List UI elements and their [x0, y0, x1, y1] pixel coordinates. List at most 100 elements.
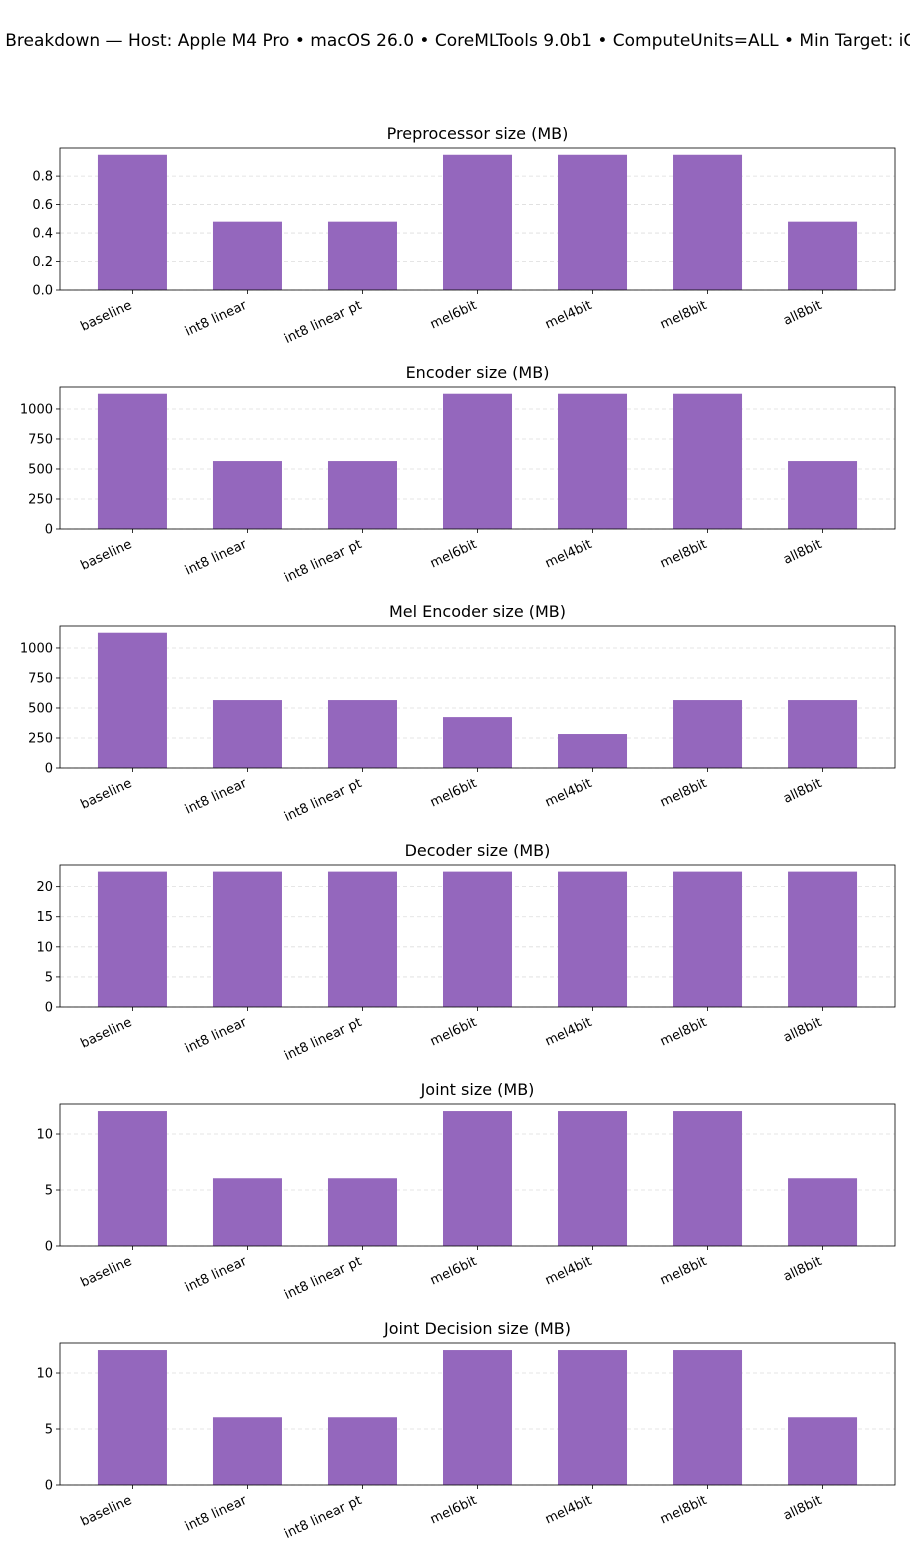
bar [788, 1178, 858, 1246]
x-tick-label: all8bit [781, 1015, 824, 1046]
chart-title: Preprocessor size (MB) [387, 124, 569, 143]
bar [212, 461, 282, 529]
bar [442, 1111, 513, 1246]
bar [673, 871, 743, 1007]
y-tick-label: 1000 [20, 641, 53, 656]
x-tick-label: int8 linear pt [282, 298, 364, 347]
y-tick-label: 0 [45, 1001, 53, 1016]
bar [327, 221, 397, 290]
x-tick-label: baseline [78, 776, 134, 813]
bar [327, 1178, 397, 1246]
bar [788, 871, 858, 1007]
x-tick-label: mel6bit [428, 298, 479, 333]
y-tick-label: 0.6 [32, 198, 53, 213]
y-tick-label: 0.0 [32, 284, 53, 299]
y-tick-label: 5 [45, 970, 53, 985]
x-tick-label: int8 linear pt [282, 776, 364, 825]
x-tick-label: mel6bit [428, 1015, 479, 1050]
x-tick-label: mel8bit [658, 298, 709, 333]
y-tick-label: 15 [36, 910, 53, 925]
x-tick-label: mel8bit [658, 1254, 709, 1289]
bar [673, 1350, 743, 1485]
axes-frame [59, 1103, 896, 1247]
axes-frame [59, 386, 896, 530]
x-tick-label: mel4bit [543, 776, 594, 811]
x-tick-label: baseline [78, 1015, 134, 1052]
bar [558, 871, 628, 1007]
bar [558, 1111, 628, 1246]
x-tick-label: mel8bit [658, 1493, 709, 1528]
y-tick-label: 0.4 [32, 227, 53, 242]
y-tick-label: 750 [28, 432, 53, 447]
bar [212, 221, 282, 290]
bar [558, 734, 628, 768]
bar [97, 1111, 167, 1246]
y-tick-label: 10 [36, 1367, 53, 1382]
bar [673, 700, 743, 768]
x-tick-label: int8 linear [183, 1493, 250, 1535]
x-tick-label: all8bit [781, 776, 824, 807]
bar [442, 154, 513, 290]
axes-frame [59, 625, 896, 769]
x-tick-label: all8bit [781, 537, 824, 568]
bar [327, 700, 397, 768]
bar [788, 1417, 858, 1485]
x-tick-label: mel8bit [658, 537, 709, 572]
x-tick-label: mel8bit [658, 1015, 709, 1050]
chart-title: Decoder size (MB) [405, 841, 551, 860]
bar [442, 871, 513, 1007]
y-tick-label: 1000 [20, 402, 53, 417]
chart-title: Joint size (MB) [420, 1080, 535, 1099]
y-tick-label: 10 [36, 940, 53, 955]
bar [442, 393, 513, 529]
x-tick-label: mel6bit [428, 1493, 479, 1528]
y-tick-label: 750 [28, 671, 53, 686]
x-tick-label: mel4bit [543, 537, 594, 572]
bar [442, 717, 513, 768]
x-tick-label: all8bit [781, 1493, 824, 1524]
y-tick-label: 0.2 [32, 255, 53, 270]
x-tick-label: int8 linear [183, 776, 250, 818]
bar [788, 461, 858, 529]
bar [212, 700, 282, 768]
x-tick-label: int8 linear pt [282, 1015, 364, 1064]
x-tick-label: mel4bit [543, 298, 594, 333]
bar [558, 1350, 628, 1485]
y-tick-label: 0 [45, 1479, 53, 1494]
x-tick-label: all8bit [781, 1254, 824, 1285]
x-tick-label: int8 linear pt [282, 537, 364, 586]
bar [97, 393, 167, 529]
bar [97, 154, 167, 290]
y-tick-label: 0 [45, 762, 53, 777]
figure-title: nt Breakdown — Host: Apple M4 Pro • macO… [0, 31, 910, 51]
x-tick-label: int8 linear [183, 1015, 250, 1057]
bar [788, 700, 858, 768]
y-tick-label: 250 [28, 731, 53, 746]
y-tick-label: 0 [45, 523, 53, 538]
chart-title: Encoder size (MB) [406, 363, 550, 382]
bar [212, 1178, 282, 1246]
bar [673, 393, 743, 529]
x-tick-label: mel4bit [543, 1015, 594, 1050]
x-tick-label: all8bit [781, 298, 824, 329]
chart-title: Mel Encoder size (MB) [389, 602, 566, 621]
x-tick-label: baseline [78, 1254, 134, 1291]
x-tick-label: mel6bit [428, 776, 479, 811]
bar [97, 871, 167, 1007]
y-tick-label: 5 [45, 1423, 53, 1438]
chart-title: Joint Decision size (MB) [383, 1319, 571, 1338]
x-tick-label: int8 linear pt [282, 1254, 364, 1303]
bar [673, 154, 743, 290]
y-tick-label: 5 [45, 1184, 53, 1199]
x-tick-label: baseline [78, 298, 134, 335]
bar [212, 1417, 282, 1485]
x-tick-label: mel6bit [428, 1254, 479, 1289]
x-tick-label: baseline [78, 1493, 134, 1530]
x-tick-label: mel8bit [658, 776, 709, 811]
y-tick-label: 0.8 [32, 170, 53, 185]
bar [97, 632, 167, 768]
bar [327, 1417, 397, 1485]
x-tick-label: mel6bit [428, 537, 479, 572]
y-tick-label: 500 [28, 701, 53, 716]
